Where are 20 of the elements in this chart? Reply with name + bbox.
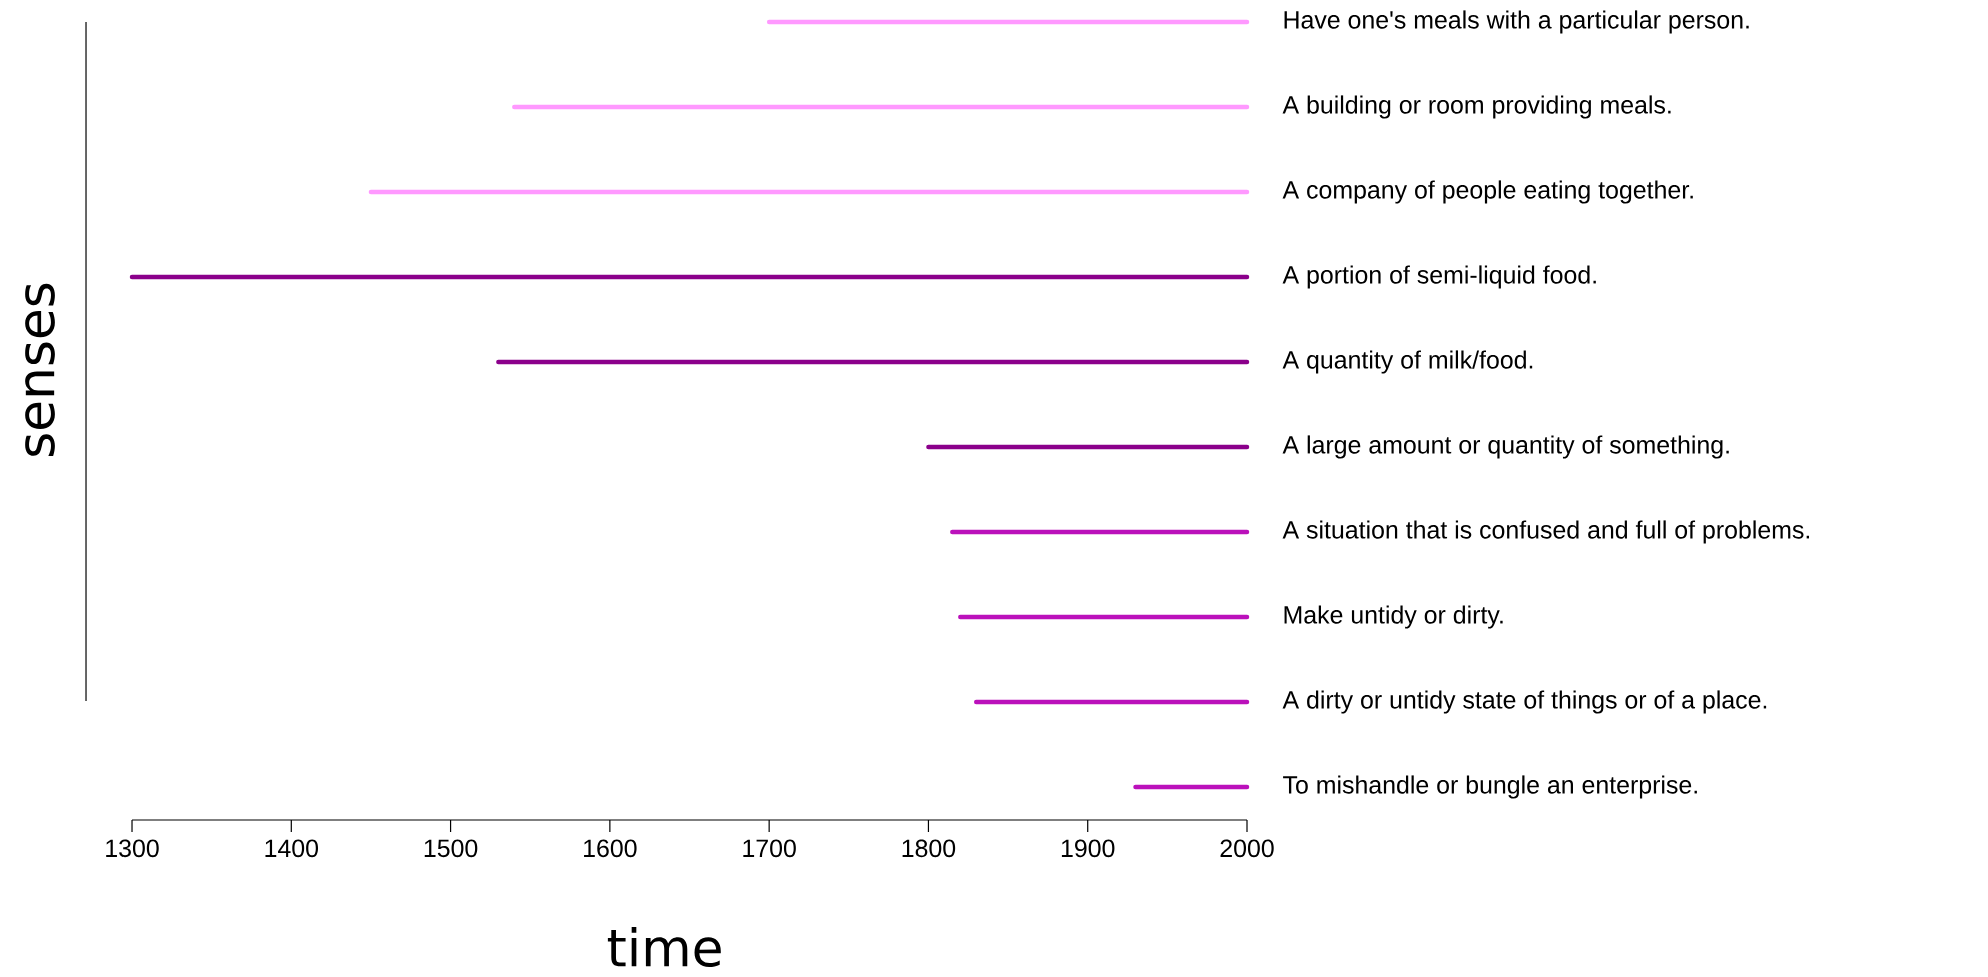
y-tick-label: A building or room providing meals. [1282,95,1671,119]
y-tick-label: A dirty or untidy state of things or of a place. [1282,690,1767,714]
x-tick-label: 1400 [265,839,319,858]
x-tick-label: 2000 [1220,839,1274,858]
x-tick-label: 1700 [743,839,796,858]
x-tick-label: 1900 [1061,839,1115,858]
y-tick-label: A situation that is confused and full of problems. [1282,520,1810,544]
x-axis-title: time [607,926,721,968]
y-tick-label: A quantity of milk/food. [1282,350,1533,374]
y-axis-title: senses [25,283,55,456]
y-tick-label: Make untidy or dirty. [1284,605,1503,629]
x-tick-label: 1500 [424,839,478,858]
y-tick-label: A portion of semi-liquid food. [1282,265,1596,289]
y-tick-label: To mishandle or bungle an enterprise. [1283,775,1697,799]
x-tick-label: 1800 [902,839,956,858]
y-tick-label: A large amount or quantity of something. [1282,435,1729,459]
y-tick-label: Have one's meals with a particular person. [1284,10,1749,34]
x-tick-label: 1300 [106,839,159,858]
y-tick-label: A company of people eating together. [1282,180,1693,204]
x-tick-label: 1600 [584,839,637,858]
